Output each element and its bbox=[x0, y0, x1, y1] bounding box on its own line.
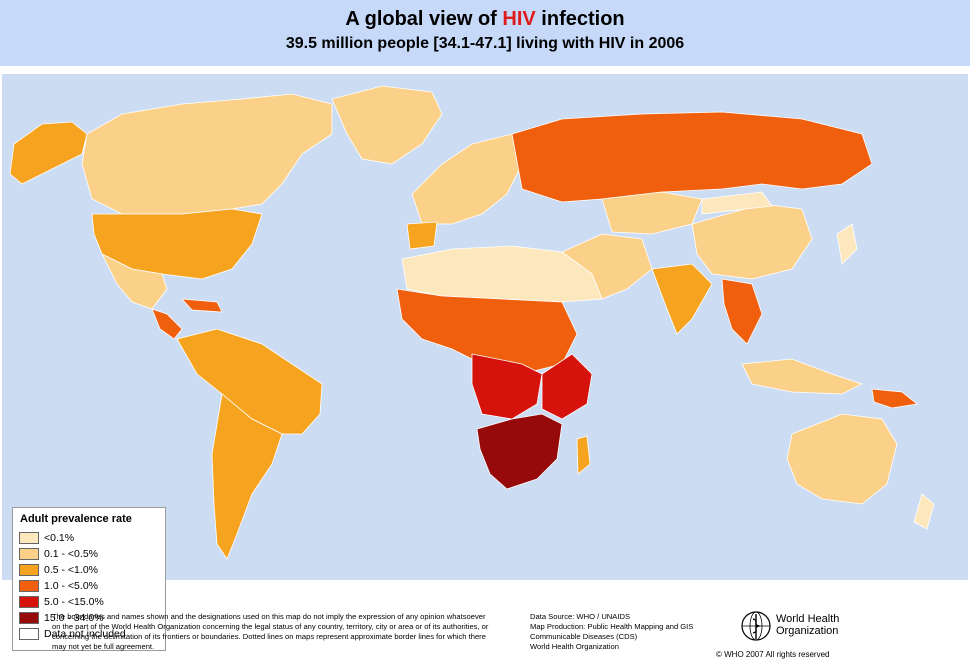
legend-item: 15.0 - 34.0% bbox=[19, 611, 104, 624]
region-greenland bbox=[331, 85, 443, 165]
region-middle-east bbox=[561, 233, 653, 300]
title-suffix: infection bbox=[535, 8, 625, 30]
legend-item: <0.1% bbox=[19, 531, 74, 544]
region-png bbox=[871, 388, 918, 409]
map-title: A global view of HIV infection bbox=[0, 8, 970, 31]
region-madagascar bbox=[576, 435, 591, 475]
region-east-africa bbox=[541, 353, 593, 420]
source-line: Data Source: WHO / UNAIDS bbox=[530, 612, 631, 621]
region-indonesia bbox=[741, 358, 864, 395]
legend-swatch bbox=[19, 547, 39, 560]
region-alaska bbox=[9, 121, 88, 185]
region-usa bbox=[91, 208, 263, 280]
world-map: Adult prevalence rate <0.1% 0.1 - <0.5% … bbox=[2, 74, 968, 651]
region-canada bbox=[81, 93, 333, 215]
legend-swatch bbox=[19, 563, 39, 576]
map-subtitle: 39.5 million people [34.1-47.1] living w… bbox=[285, 35, 685, 52]
legend-swatch bbox=[19, 531, 39, 544]
org-name-line2: Organization bbox=[776, 625, 839, 637]
copyright-notice: © WHO 2007 All rights reserved bbox=[716, 650, 830, 659]
legend-item: Data not included bbox=[19, 627, 126, 640]
region-central-africa bbox=[471, 353, 543, 420]
region-south-america-south bbox=[211, 393, 283, 560]
legend-swatch bbox=[19, 595, 39, 608]
legend-label: 15.0 - 34.0% bbox=[44, 611, 104, 624]
region-caribbean bbox=[181, 298, 223, 313]
region-europe bbox=[411, 133, 523, 225]
source-line: World Health Organization bbox=[530, 642, 619, 651]
region-japan bbox=[836, 223, 858, 265]
map-header: A global view of HIV infection 39.5 mill… bbox=[0, 0, 970, 68]
region-south-america-north bbox=[176, 328, 323, 435]
legend-label: 1.0 - <5.0% bbox=[44, 579, 98, 592]
region-southeast-asia bbox=[721, 278, 763, 345]
legend-label: <0.1% bbox=[44, 531, 75, 544]
legend-swatch bbox=[19, 611, 39, 624]
legend-label: Data not included bbox=[44, 627, 126, 640]
legend-item: 1.0 - <5.0% bbox=[19, 579, 98, 592]
footer-source: Data Source: WHO / UNAIDS Map Production… bbox=[530, 612, 730, 652]
region-mexico bbox=[101, 253, 168, 310]
legend-label: 0.5 - <1.0% bbox=[44, 563, 98, 576]
footer-disclaimer: The boundaries and names shown and the d… bbox=[52, 612, 489, 651]
legend-label: 5.0 - <15.0% bbox=[44, 595, 104, 608]
region-central-america bbox=[151, 308, 183, 340]
map-legend: Adult prevalence rate <0.1% 0.1 - <0.5% … bbox=[12, 507, 166, 651]
title-prefix: A global view of bbox=[345, 8, 503, 30]
source-line: Communicable Diseases (CDS) bbox=[530, 632, 638, 641]
region-russia bbox=[511, 111, 873, 203]
org-name-line1: World Health bbox=[776, 613, 840, 625]
region-australia bbox=[786, 413, 898, 505]
region-new-zealand bbox=[913, 493, 935, 530]
legend-item: 0.5 - <1.0% bbox=[19, 563, 98, 576]
legend-title: Adult prevalence rate bbox=[20, 513, 132, 525]
who-emblem-icon bbox=[741, 611, 771, 641]
source-line: Map Production: Public Health Mapping an… bbox=[530, 622, 694, 631]
region-iberia bbox=[406, 221, 438, 250]
region-central-asia bbox=[601, 191, 703, 235]
who-org-name: World Health Organization bbox=[776, 613, 839, 637]
legend-swatch bbox=[19, 579, 39, 592]
region-china bbox=[691, 203, 813, 280]
legend-item: 5.0 - <15.0% bbox=[19, 595, 104, 608]
title-highlight: HIV bbox=[502, 8, 536, 30]
region-west-central-africa bbox=[396, 288, 578, 375]
region-southern-africa bbox=[476, 413, 563, 490]
legend-label: 0.1 - <0.5% bbox=[44, 547, 98, 560]
region-mongolia bbox=[701, 191, 773, 215]
legend-item: 0.1 - <0.5% bbox=[19, 547, 98, 560]
region-india bbox=[651, 263, 713, 335]
legend-swatch bbox=[19, 627, 39, 640]
world-map-svg bbox=[9, 85, 935, 560]
